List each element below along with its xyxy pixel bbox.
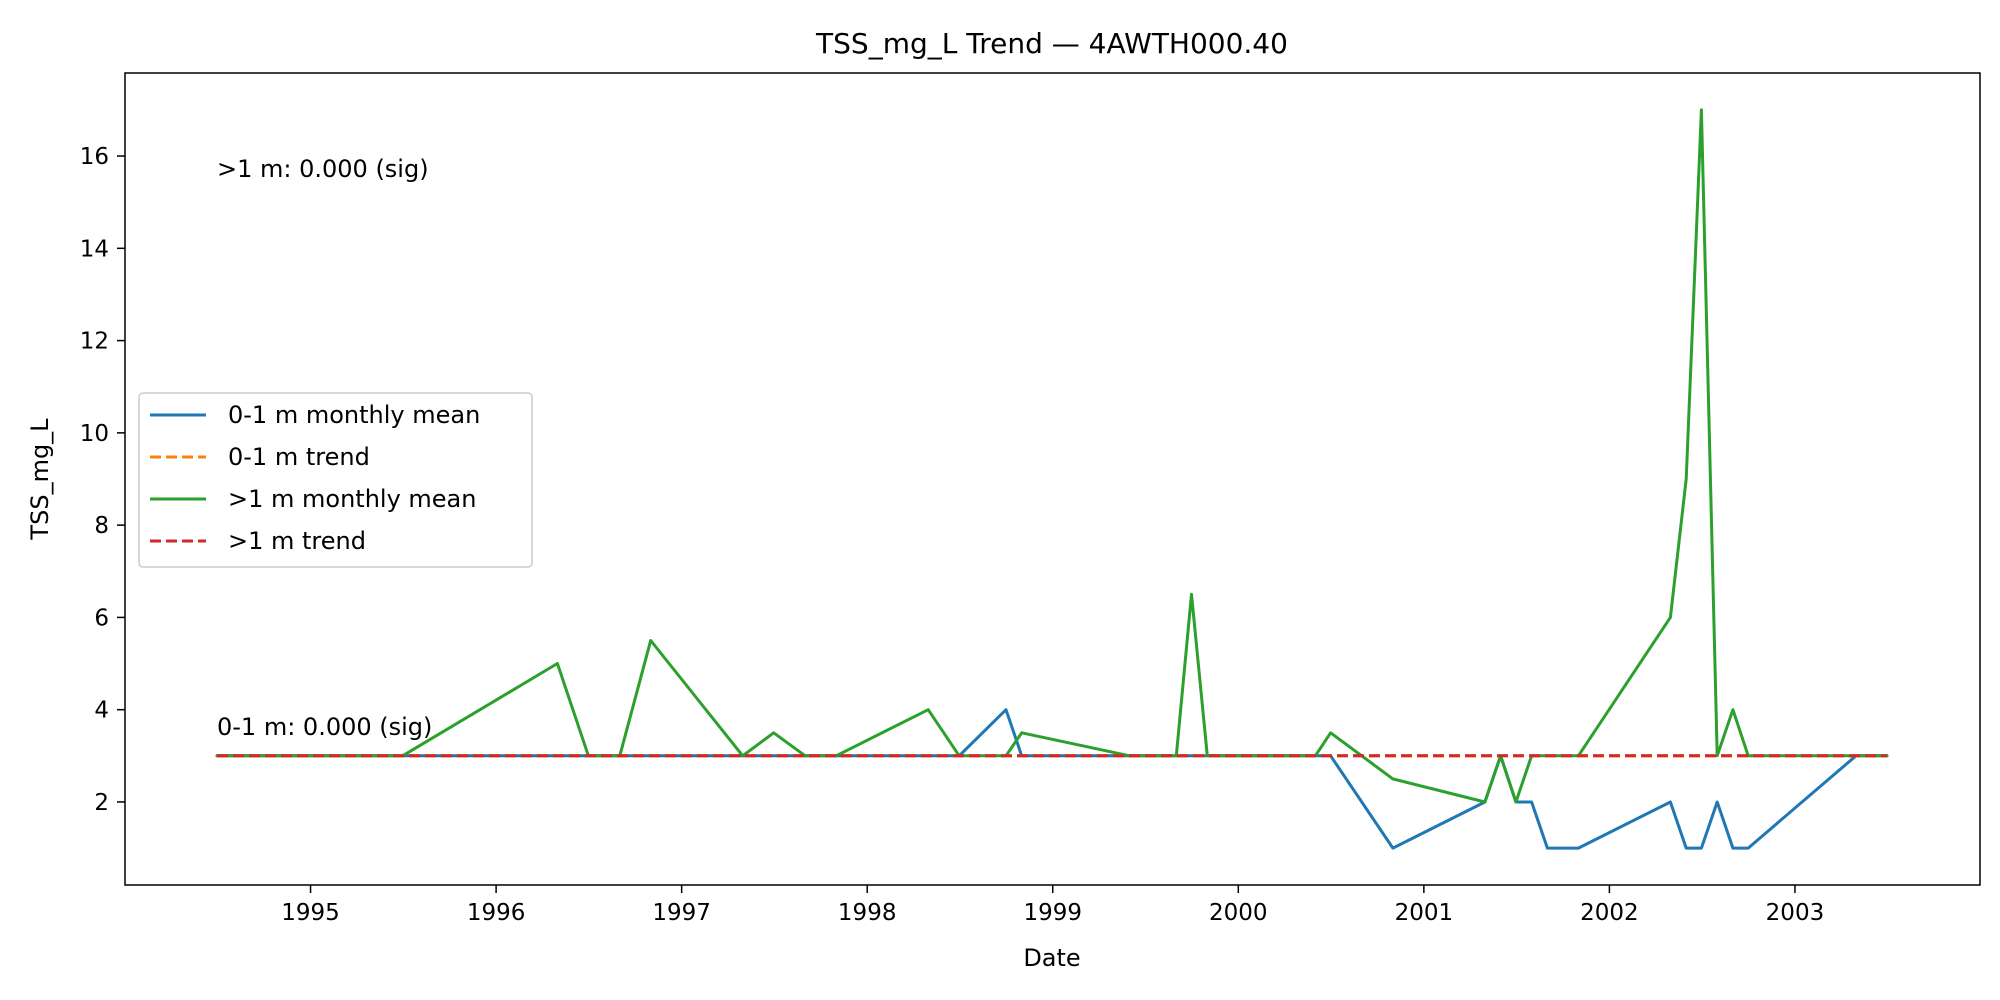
x-tick-label: 2003: [1766, 900, 1825, 926]
chart-title: TSS_mg_L Trend — 4AWTH000.40: [815, 27, 1288, 60]
y-tick-label: 6: [94, 605, 109, 631]
x-tick-label: 2000: [1209, 900, 1268, 926]
x-tick-label: 1996: [467, 900, 526, 926]
x-tick-label: 2002: [1580, 900, 1639, 926]
legend-box: [138, 392, 533, 568]
x-tick-label: 1998: [838, 900, 897, 926]
plot-area: [215, 108, 1889, 850]
trend-annotation: >1 m: 0.000 (sig): [217, 155, 429, 183]
x-tick-label: 1999: [1023, 900, 1082, 926]
legend: 0-1 m monthly mean 0-1 m trend >1 m monthl…: [138, 392, 533, 568]
y-tick-label: 16: [80, 144, 109, 170]
y-tick-label: 12: [80, 329, 109, 355]
annotations: >1 m: 0.000 (sig) 0-1 m: 0.000 (sig): [217, 155, 432, 741]
legend-label: 0-1 m monthly mean: [228, 401, 480, 429]
y-tick-label: 2: [94, 790, 109, 816]
y-tick-label: 10: [80, 421, 109, 447]
y-tick-label: 8: [94, 513, 109, 539]
x-axis-label: Date: [1023, 944, 1080, 972]
axis-ticks: 1995 1996 1997 1998 1999 2000 2001 2002 2003 2 4 6 8…: [80, 144, 1825, 926]
legend-label: >1 m trend: [228, 527, 366, 555]
x-tick-label: 1997: [652, 900, 711, 926]
legend-label: 0-1 m trend: [228, 443, 370, 471]
y-tick-label: 14: [80, 236, 109, 262]
legend-label: >1 m monthly mean: [228, 485, 476, 513]
y-axis-label: TSS_mg_L: [26, 418, 54, 541]
y-tick-label: 4: [94, 698, 109, 724]
x-tick-label: 2001: [1395, 900, 1454, 926]
trend-annotation: 0-1 m: 0.000 (sig): [217, 713, 432, 741]
x-tick-label: 1995: [281, 900, 340, 926]
series-line-3: [215, 108, 1889, 804]
